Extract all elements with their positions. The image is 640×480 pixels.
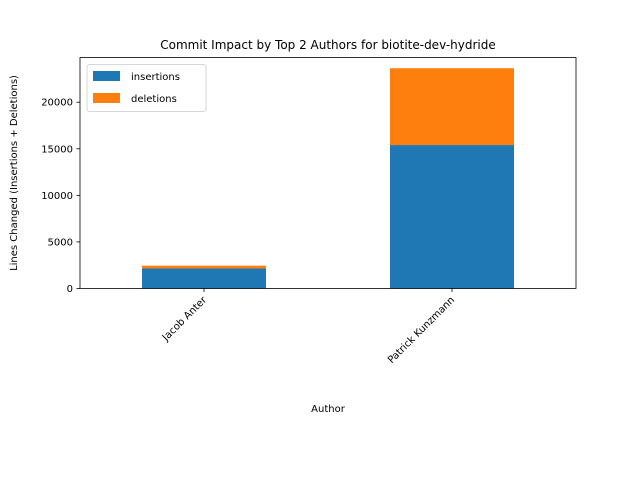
bars-group xyxy=(142,68,514,289)
legend: insertions deletions xyxy=(86,64,207,112)
y-tick-label-2: 10000 xyxy=(41,191,73,202)
legend-swatch-insertions xyxy=(93,71,120,81)
y-axis: 0 5000 10000 15000 20000 xyxy=(41,98,80,295)
bar-insertions-0 xyxy=(142,268,266,289)
chart-title: Commit Impact by Top 2 Authors for bioti… xyxy=(160,38,496,52)
bar-deletions-0 xyxy=(142,265,266,269)
legend-label-insertions: insertions xyxy=(131,72,180,83)
x-axis-label: Author xyxy=(311,404,346,415)
x-tick-label-0: Jacob Anter xyxy=(160,294,210,344)
legend-label-deletions: deletions xyxy=(131,94,177,105)
bar-insertions-1 xyxy=(390,145,514,289)
y-tick-label-0: 0 xyxy=(67,284,73,295)
y-tick-label-4: 20000 xyxy=(41,98,73,109)
y-tick-label-1: 5000 xyxy=(48,237,73,248)
y-axis-label: Lines Changed (Insertions + Deletions) xyxy=(9,75,20,271)
x-axis: Jacob Anter Patrick Kunzmann xyxy=(160,288,457,366)
x-tick-label-1: Patrick Kunzmann xyxy=(386,295,457,366)
bar-deletions-1 xyxy=(390,68,514,146)
y-tick-label-3: 15000 xyxy=(41,144,73,155)
plot-frame xyxy=(79,57,577,289)
legend-swatch-deletions xyxy=(93,93,120,103)
